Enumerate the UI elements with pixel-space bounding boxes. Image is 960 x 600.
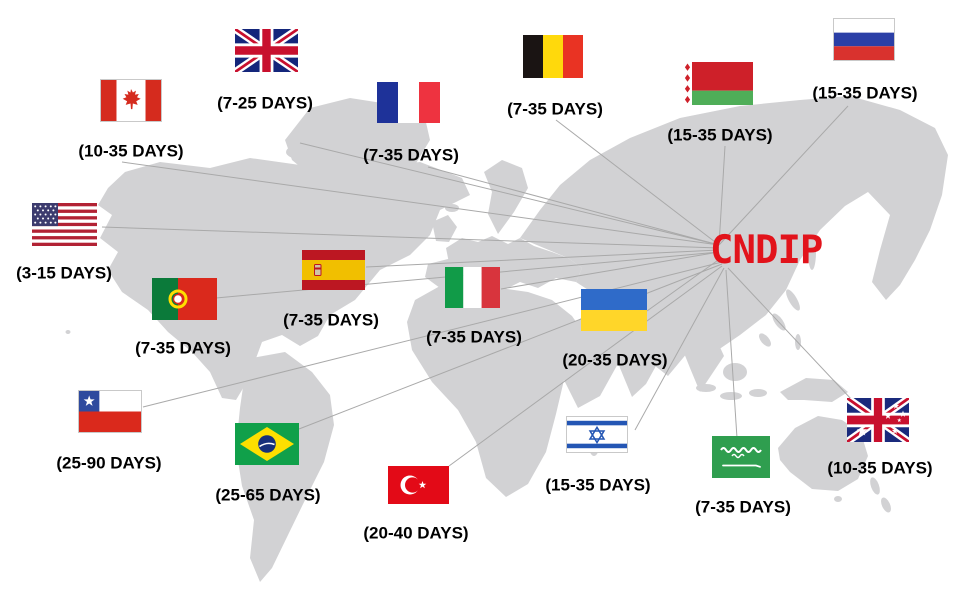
continents	[65, 96, 948, 582]
ukraine-flag-icon	[581, 289, 647, 331]
usa-flag-icon	[32, 203, 97, 246]
chile-flag-icon	[78, 390, 142, 433]
canada-days-label: (10-35 DAYS)	[78, 141, 184, 161]
uk-flag-icon	[235, 29, 298, 72]
france-flag-icon	[377, 82, 440, 123]
shipping-route-lines	[101, 105, 853, 467]
portugal-flag-icon	[152, 278, 217, 320]
australia-days-label: (10-35 DAYS)	[827, 458, 933, 478]
belgium-days-label: (7-35 DAYS)	[507, 99, 603, 119]
portugal-days-label: (7-35 DAYS)	[135, 338, 231, 358]
israel-flag-icon	[566, 416, 628, 453]
israel-days-label: (15-35 DAYS)	[545, 475, 651, 495]
spain-days-label: (7-35 DAYS)	[283, 310, 379, 330]
ukraine-days-label: (20-35 DAYS)	[562, 350, 668, 370]
saudi-days-label: (7-35 DAYS)	[695, 497, 791, 517]
france-days-label: (7-35 DAYS)	[363, 145, 459, 165]
uk-days-label: (7-25 DAYS)	[217, 93, 313, 113]
italy-days-label: (7-35 DAYS)	[426, 327, 522, 347]
australia-flag-icon	[847, 398, 909, 442]
brazil-flag-icon	[235, 423, 299, 465]
russia-days-label: (15-35 DAYS)	[812, 83, 918, 103]
chile-days-label: (25-90 DAYS)	[56, 453, 162, 473]
canada-flag-icon	[100, 79, 162, 122]
belgium-flag-icon	[523, 35, 583, 78]
saudi-flag-icon	[712, 436, 770, 478]
turkey-flag-icon	[388, 466, 449, 504]
belarus-flag-icon	[683, 62, 753, 105]
brazil-days-label: (25-65 DAYS)	[215, 485, 321, 505]
belarus-days-label: (15-35 DAYS)	[667, 125, 773, 145]
turkey-days-label: (20-40 DAYS)	[363, 523, 469, 543]
usa-days-label: (3-15 DAYS)	[16, 263, 112, 283]
russia-flag-icon	[833, 18, 895, 61]
brand-label: CNDIP	[710, 228, 823, 273]
spain-flag-icon	[302, 250, 365, 290]
italy-flag-icon	[445, 267, 500, 308]
